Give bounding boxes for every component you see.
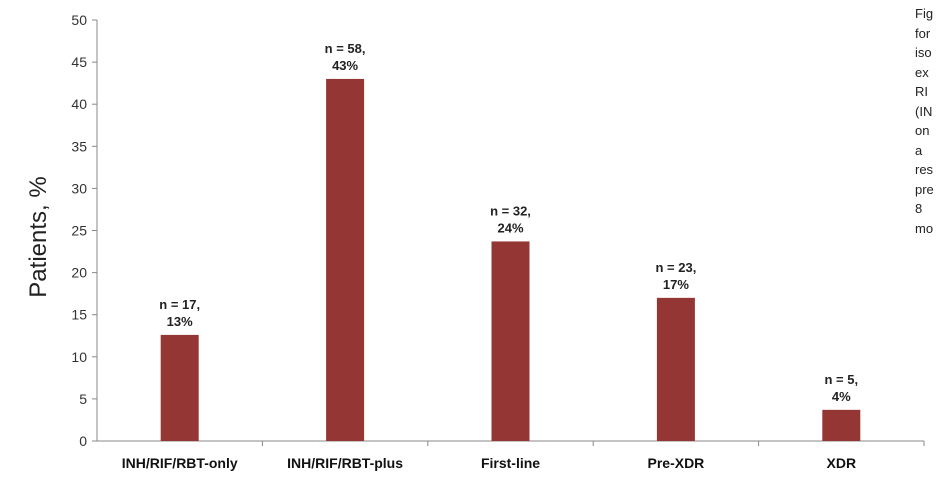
caption-line: 8 [915, 201, 923, 216]
y-tick-label: 5 [79, 391, 87, 407]
caption-line: pre [915, 181, 934, 197]
y-axis-label: Patients, % [25, 176, 52, 297]
x-tick-label: INH/RIF/RBT-plus [287, 455, 403, 471]
bar [491, 241, 530, 441]
y-tick-label: 35 [71, 138, 87, 154]
data-label: n = 5, [824, 372, 858, 387]
y-tick-label: 15 [71, 307, 87, 323]
data-label: 13% [167, 314, 193, 329]
caption-line: on [915, 123, 930, 138]
data-label: 4% [832, 389, 851, 404]
bar [326, 78, 365, 441]
caption-line: (IN [915, 103, 933, 119]
y-tick-label: 30 [71, 180, 87, 196]
caption-line: Fig [915, 6, 934, 21]
data-label: n = 23, [655, 260, 696, 275]
caption-line: mo [915, 220, 934, 236]
x-tick-label: INH/RIF/RBT-only [122, 455, 238, 471]
y-tick-label: 45 [71, 54, 87, 70]
figure-caption: Fig for iso ex RI (IN on a res pre 8 mo [915, 4, 936, 238]
data-label: 24% [497, 220, 523, 235]
labels: INH/RIF/RBT-only n = 17, 13% INH/RIF/RBT-pl… [122, 41, 858, 471]
y-tick-label: 40 [71, 96, 87, 112]
x-tick-label: XDR [827, 455, 857, 471]
x-tick-label: First-line [481, 455, 540, 471]
y-tick-label: 10 [71, 349, 87, 365]
caption-line: a [915, 142, 923, 158]
bar [160, 334, 199, 441]
data-label: 43% [332, 58, 358, 73]
data-label: n = 32, [490, 203, 531, 218]
caption-line: RI [915, 84, 928, 99]
y-tick-label: 0 [79, 433, 87, 449]
y-tick-label: 20 [71, 265, 87, 281]
data-label: n = 58, [325, 41, 366, 56]
data-label: n = 17, [159, 297, 200, 312]
y-tick-label: 25 [71, 223, 87, 239]
axes: 0 5 10 15 20 25 30 35 40 45 50 [71, 12, 925, 449]
caption-line: for [915, 25, 931, 41]
bar [822, 409, 861, 441]
caption-line: iso [915, 45, 932, 60]
bar [656, 297, 695, 441]
data-label: 17% [663, 277, 689, 292]
x-tick-label: Pre-XDR [648, 455, 705, 471]
y-tick-label: 50 [71, 12, 87, 28]
caption-line: ex [915, 64, 929, 80]
caption-line: res [915, 162, 934, 177]
bars [160, 78, 861, 441]
